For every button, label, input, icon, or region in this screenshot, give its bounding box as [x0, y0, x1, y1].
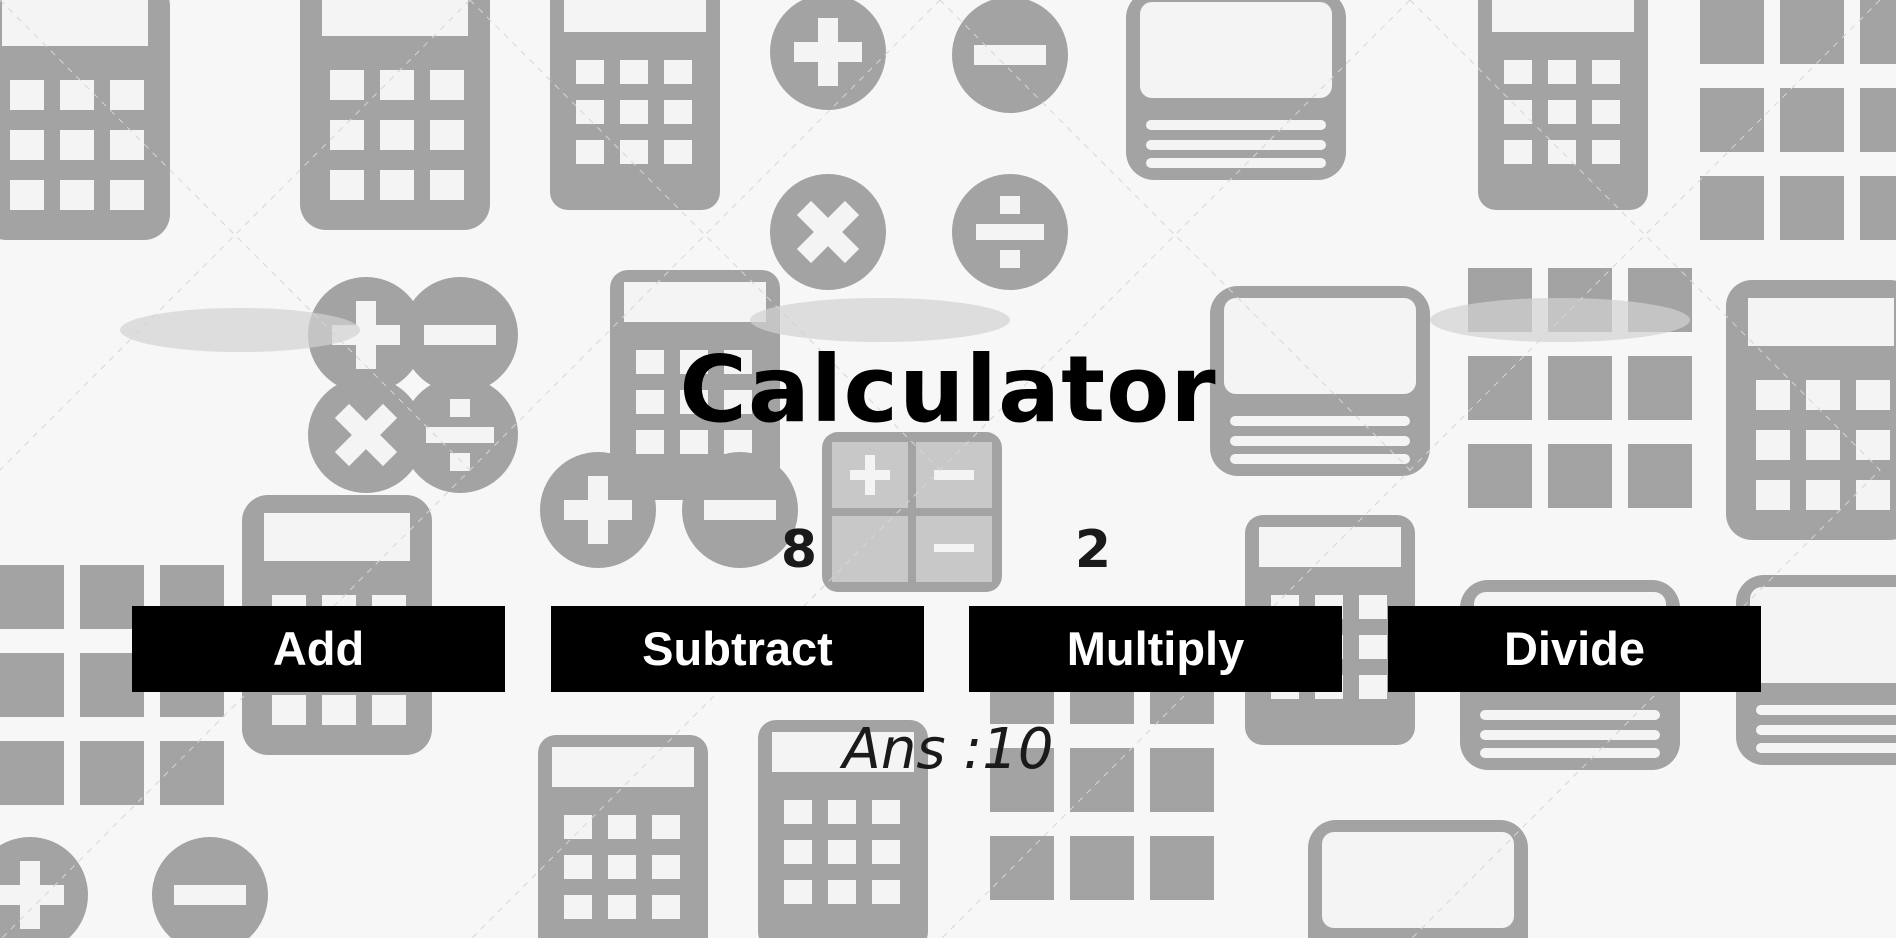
- divide-button[interactable]: Divide: [1388, 606, 1761, 692]
- add-button[interactable]: Add: [132, 606, 505, 692]
- subtract-button[interactable]: Subtract: [551, 606, 924, 692]
- page-title: Calculator: [679, 336, 1217, 443]
- answer-output: Ans :10: [842, 717, 1054, 782]
- first-number-input[interactable]: 8: [780, 520, 818, 580]
- multiply-button[interactable]: Multiply: [969, 606, 1342, 692]
- second-number-input[interactable]: 2: [1074, 520, 1112, 580]
